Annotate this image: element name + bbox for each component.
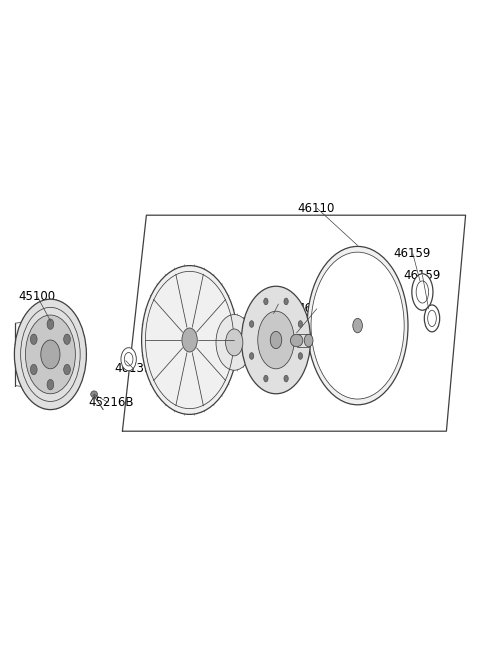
Ellipse shape (270, 331, 282, 348)
Ellipse shape (298, 353, 302, 359)
Ellipse shape (416, 281, 429, 303)
Text: 46131: 46131 (114, 362, 152, 375)
Ellipse shape (241, 286, 311, 394)
Text: 46155: 46155 (259, 298, 297, 310)
Ellipse shape (41, 340, 60, 369)
Ellipse shape (121, 348, 136, 371)
Ellipse shape (307, 247, 408, 405)
Ellipse shape (91, 391, 97, 398)
Ellipse shape (216, 315, 252, 370)
Text: 46110: 46110 (298, 201, 335, 215)
Ellipse shape (64, 334, 71, 344)
Ellipse shape (284, 375, 288, 382)
Ellipse shape (311, 252, 404, 399)
Ellipse shape (424, 305, 440, 332)
Ellipse shape (25, 315, 75, 394)
Ellipse shape (64, 364, 71, 375)
Text: 46158: 46158 (298, 302, 335, 316)
Ellipse shape (428, 310, 436, 327)
Ellipse shape (250, 321, 254, 327)
Ellipse shape (14, 299, 86, 409)
Ellipse shape (258, 311, 294, 369)
Ellipse shape (30, 364, 37, 375)
Ellipse shape (30, 334, 37, 344)
Ellipse shape (264, 298, 268, 305)
Ellipse shape (124, 352, 133, 366)
Ellipse shape (47, 319, 54, 329)
Ellipse shape (284, 298, 288, 305)
Ellipse shape (182, 328, 197, 352)
Text: 45100: 45100 (18, 291, 55, 303)
Text: 45216B: 45216B (89, 396, 134, 409)
Ellipse shape (353, 318, 362, 333)
Ellipse shape (226, 329, 243, 356)
Ellipse shape (47, 379, 54, 390)
Ellipse shape (304, 335, 313, 347)
Text: 46159: 46159 (394, 247, 431, 260)
Ellipse shape (298, 321, 302, 327)
Ellipse shape (21, 308, 80, 401)
Ellipse shape (290, 335, 303, 347)
Ellipse shape (250, 353, 254, 359)
Ellipse shape (142, 266, 238, 415)
Ellipse shape (412, 274, 433, 310)
Ellipse shape (264, 375, 268, 382)
Text: 46159: 46159 (403, 269, 441, 281)
